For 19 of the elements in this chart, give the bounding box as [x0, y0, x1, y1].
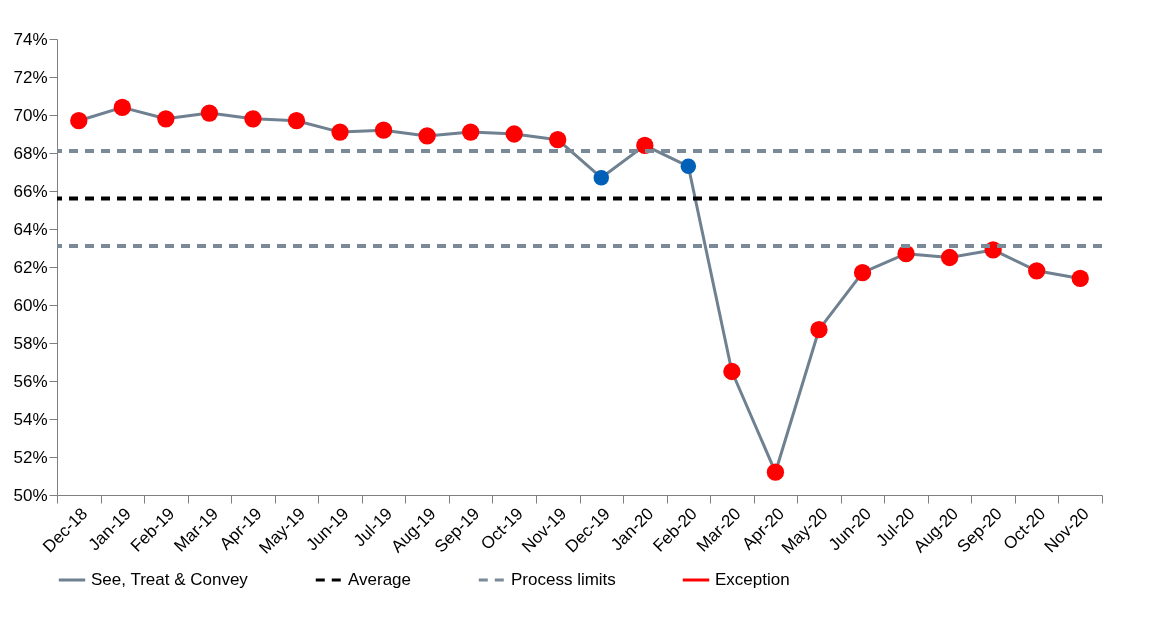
y-tick-label: 74% [13, 29, 48, 49]
y-tick-label: 64% [13, 219, 48, 239]
y-tick-label: 50% [13, 485, 48, 505]
legend-label: Process limits [511, 570, 616, 589]
y-tick-label: 54% [13, 409, 48, 429]
y-tick-label: 58% [13, 333, 48, 353]
y-tick-label: 60% [13, 295, 48, 315]
point [680, 158, 697, 175]
legend-label: See, Treat & Convey [91, 570, 249, 589]
legend-label: Exception [715, 570, 790, 589]
y-tick-label: 52% [13, 447, 48, 467]
y-tick-label: 62% [13, 257, 48, 277]
y-tick-label: 56% [13, 371, 48, 391]
y-tick-label: 70% [13, 105, 48, 125]
y-tick-label: 66% [13, 181, 48, 201]
y-tick-label: 68% [13, 143, 48, 163]
point [593, 169, 610, 186]
legend-label: Average [348, 570, 412, 589]
y-tick-label: 72% [13, 67, 48, 87]
